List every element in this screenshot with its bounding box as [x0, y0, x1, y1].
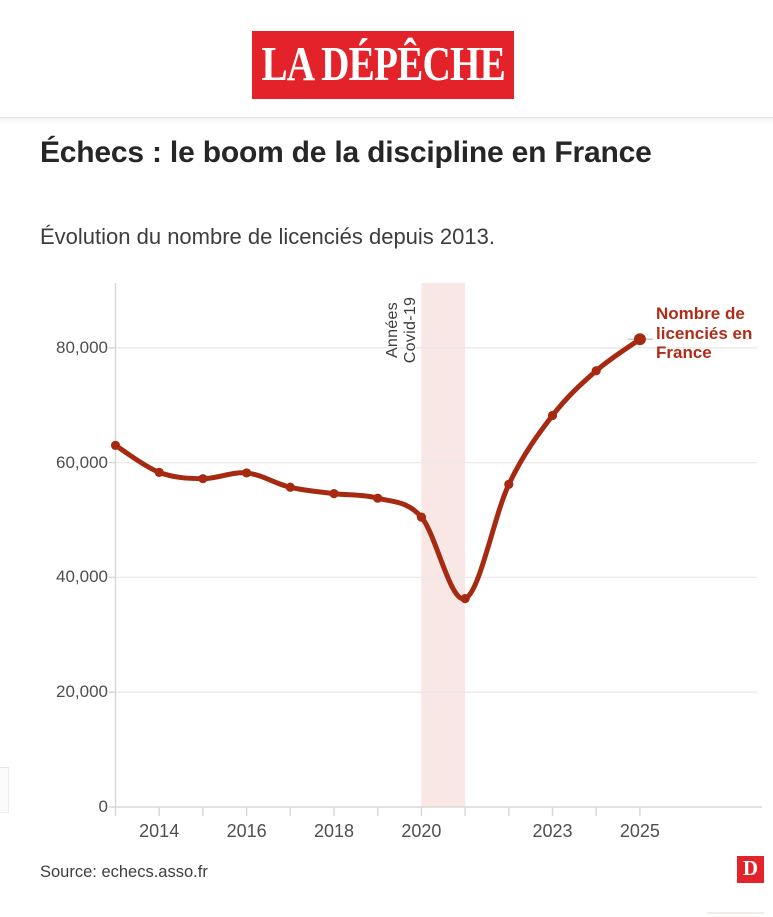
data-point	[633, 333, 646, 346]
source-note: Source: echecs.asso.fr	[40, 863, 208, 881]
data-point	[198, 474, 208, 484]
data-point	[591, 366, 601, 376]
x-axis-tick-label: 2014	[139, 821, 180, 841]
data-point	[329, 488, 339, 499]
y-axis-tick-label: 0	[98, 797, 108, 816]
y-axis-tick-label: 20,000	[56, 682, 108, 702]
x-axis-tick-label: 2016	[226, 821, 267, 841]
y-axis-tick-label: 60,000	[56, 452, 108, 472]
ladepeche-logo: LA DÉPÊCHE	[252, 31, 514, 99]
data-point	[285, 482, 295, 492]
data-point	[242, 468, 252, 478]
data-point	[504, 479, 514, 490]
page-title: Échecs : le boom de la discipline en Fra…	[40, 136, 652, 169]
header-shadow	[0, 118, 773, 124]
data-point	[416, 512, 426, 522]
x-axis-tick-label: 2020	[401, 821, 442, 841]
header-divider	[0, 117, 773, 118]
series-label: Nombre de licenciés en France	[656, 304, 753, 362]
x-axis-tick-label: 2023	[532, 821, 573, 841]
data-point	[547, 410, 558, 421]
x-axis-tick-label: 2025	[619, 821, 660, 841]
ladepeche-logo-text: LA DÉPÊCHE	[261, 35, 505, 91]
data-point	[460, 594, 470, 604]
data-line	[113, 336, 643, 602]
bottom-faint-line	[707, 912, 764, 914]
page-subtitle: Évolution du nombre de licenciés depuis …	[40, 224, 495, 249]
ladepeche-d-logo: D	[737, 856, 764, 883]
data-point	[110, 440, 121, 450]
data-point	[373, 493, 383, 503]
data-point	[154, 467, 164, 477]
covid-band-label: Années Covid-19	[384, 296, 419, 364]
x-axis-tick-label: 2018	[313, 821, 355, 841]
ladepeche-d-letter: D	[742, 856, 759, 880]
y-axis-tick-label: 80,000	[56, 337, 108, 357]
y-axis-tick-label: 40,000	[56, 567, 108, 587]
covid-band	[421, 283, 466, 807]
left-edge-tab	[0, 767, 9, 813]
